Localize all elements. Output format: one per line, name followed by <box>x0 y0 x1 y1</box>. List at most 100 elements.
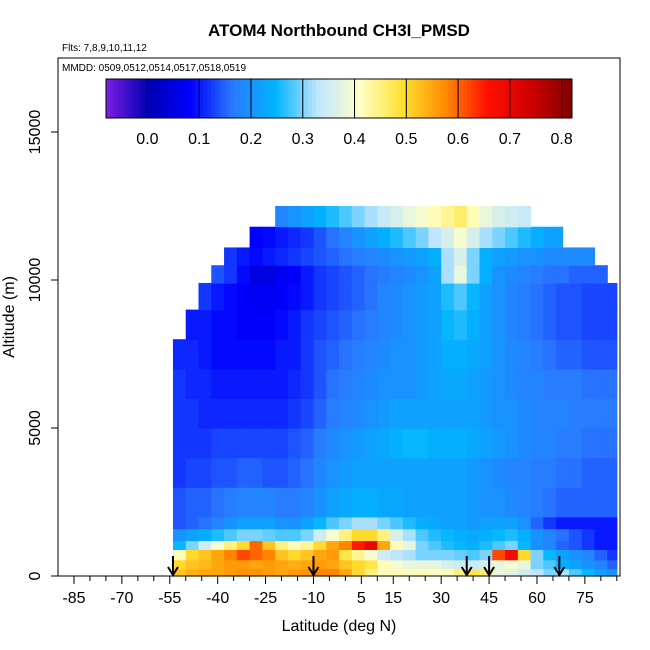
heatmap-cell <box>172 559 187 570</box>
heatmap-cell <box>211 339 225 370</box>
heatmap-cell <box>556 528 570 542</box>
colorbar-segment <box>358 79 363 118</box>
heatmap-cell <box>236 559 251 570</box>
heatmap-cell <box>224 428 238 459</box>
heatmap-cell <box>568 368 583 399</box>
colorbar-segment <box>129 79 134 118</box>
flight-marker-arrowhead <box>483 566 495 577</box>
colorbar-segment <box>319 79 324 118</box>
heatmap-cell <box>530 226 544 249</box>
heatmap-cell <box>249 265 263 284</box>
heatmap-cell <box>339 428 353 459</box>
heatmap-cell <box>313 368 327 399</box>
colorbar-segment <box>471 79 476 118</box>
heatmap-cell <box>581 457 596 488</box>
heatmap-cell <box>262 516 276 530</box>
heatmap-cell <box>453 540 468 550</box>
heatmap-cell <box>249 457 263 488</box>
colorbar-segment <box>428 79 433 118</box>
heatmap-cell <box>581 540 596 550</box>
heatmap-cell <box>287 559 302 570</box>
chart-title: ATOM4 Northbound CH3I_PMSD <box>208 21 470 40</box>
heatmap-cells <box>172 206 618 577</box>
colorbar-segment <box>525 79 530 118</box>
colorbar-segment <box>125 79 130 118</box>
heatmap-cell <box>300 398 315 429</box>
colorbar-segment <box>238 79 243 118</box>
heatmap-cell <box>441 282 455 311</box>
heatmap-cell <box>351 516 366 530</box>
heatmap-cell <box>441 487 455 518</box>
colorbar-segment <box>331 79 336 118</box>
heatmap-cell <box>453 516 468 530</box>
heatmap-cell <box>441 339 455 370</box>
heatmap-cell <box>326 516 340 530</box>
heatmap-cell <box>517 226 532 249</box>
heatmap-cell <box>262 549 276 561</box>
heatmap-cell <box>172 339 187 370</box>
heatmap-cell <box>517 428 532 459</box>
colorbar-segment <box>148 79 154 118</box>
heatmap-cell <box>326 226 340 249</box>
heatmap-cell <box>326 368 340 399</box>
heatmap-cell <box>172 549 187 561</box>
heatmap-cell <box>313 540 327 550</box>
heatmap-cell <box>505 516 519 530</box>
heatmap-cell <box>530 398 544 429</box>
heatmap-cell <box>581 398 596 429</box>
heatmap-cell <box>466 368 481 399</box>
colorbar-frame <box>105 78 573 119</box>
heatmap-cell <box>262 265 276 284</box>
heatmap-cell <box>530 516 544 530</box>
heatmap-cell <box>517 309 532 340</box>
colorbar-segment <box>439 79 445 118</box>
heatmap-cell <box>505 265 519 284</box>
colorbar-segment <box>467 79 472 118</box>
heatmap-cell <box>249 516 263 530</box>
heatmap-cell <box>390 428 404 459</box>
heatmap-cell <box>364 568 378 577</box>
heatmap-cell <box>313 457 327 488</box>
heatmap-cell <box>287 247 302 266</box>
heatmap-cell <box>556 540 570 550</box>
colorbar-segment <box>199 79 204 118</box>
colorbar-segment <box>459 79 464 118</box>
heatmap-cell <box>441 309 455 340</box>
x-axis-tick-label: -40 <box>206 590 229 607</box>
heatmap-cell <box>236 540 251 550</box>
heatmap-cell <box>453 206 468 228</box>
heatmap-cell <box>543 428 557 459</box>
colorbar-segment <box>156 79 161 118</box>
heatmap-cell <box>390 247 404 266</box>
heatmap-cell <box>198 309 212 340</box>
heatmap-cell <box>466 206 481 228</box>
colorbar-segment <box>381 79 387 118</box>
heatmap-cell <box>402 568 417 577</box>
heatmap-cell <box>211 428 225 459</box>
heatmap-cell <box>607 457 618 488</box>
heatmap-cell <box>594 540 608 550</box>
y-axis-label: Altitude (m) <box>1 276 18 358</box>
heatmap-cell <box>224 247 238 266</box>
colorbar-tick-label: 0.4 <box>343 131 365 148</box>
heatmap-cell <box>441 559 455 570</box>
heatmap-cell <box>556 559 570 570</box>
heatmap-cell <box>377 528 391 542</box>
heatmap-cell <box>172 428 187 459</box>
heatmap-cell <box>390 339 404 370</box>
heatmap-cell <box>415 265 430 284</box>
heatmap-cell <box>326 206 340 228</box>
heatmap-cell <box>351 265 366 284</box>
heatmap-cell <box>377 309 391 340</box>
colorbar-segment <box>346 79 352 118</box>
heatmap-cell <box>249 428 263 459</box>
heatmap-cell <box>236 309 251 340</box>
heatmap-cell <box>236 282 251 311</box>
heatmap-cell <box>185 457 200 488</box>
heatmap-cell <box>530 265 544 284</box>
heatmap-cell <box>364 265 378 284</box>
heatmap-cell <box>236 516 251 530</box>
colorbar-segment <box>420 79 425 118</box>
x-axis-tick-label: -25 <box>254 590 277 607</box>
heatmap-cell <box>556 368 570 399</box>
